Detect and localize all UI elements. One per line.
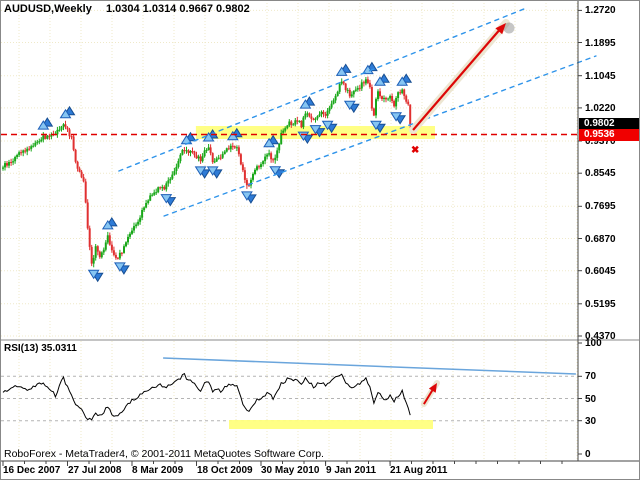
price-tick-label: 0.4370 (585, 331, 616, 342)
rsi-forecast-arrow[interactable] (420, 380, 440, 408)
support-price-box: 0.9536 (579, 129, 639, 141)
rsi-tick-label: 70 (585, 371, 597, 382)
channel-upper-trendline[interactable] (118, 8, 525, 172)
price-tick-label: 0.5195 (585, 299, 616, 310)
rsi-tick-label: 30 (585, 416, 597, 427)
ohlc-readout: 1.0304 1.0314 0.9667 0.9802 (105, 3, 250, 15)
price-tick-label: 0.8545 (585, 168, 616, 179)
chart-title: AUDUSD,Weekly 1.0304 1.0314 0.9667 0.980… (4, 4, 250, 15)
rsi-tick-label: 0 (585, 449, 591, 460)
rsi-line (2, 372, 411, 421)
rsi-trendline[interactable] (163, 357, 576, 375)
bid-price-box: 0.9802 (579, 118, 639, 130)
price-tick-label: 0.9370 (585, 136, 616, 147)
date-tick-label: 8 Mar 2009 (132, 465, 184, 476)
symbol-period-label: AUDUSD,Weekly (4, 3, 92, 15)
date-tick-label: 27 Jul 2008 (68, 465, 122, 476)
forecast-arrow[interactable] (409, 18, 515, 135)
rsi-tick-label: 100 (585, 338, 602, 349)
price-tick-label: 1.0220 (585, 103, 616, 114)
date-tick-label: 9 Jan 2011 (326, 465, 377, 476)
price-tick-label: 0.6045 (585, 266, 616, 277)
rsi-indicator-label: RSI(13) 35.0311 (4, 343, 77, 354)
price-tick-label: 1.1045 (585, 71, 616, 82)
date-tick-label: 30 May 2010 (261, 465, 320, 476)
price-tick-label: 1.2720 (585, 5, 616, 16)
price-tick-label: 0.6870 (585, 234, 616, 245)
price-tick-label: 0.7695 (585, 201, 616, 212)
candlestick-series (2, 76, 412, 268)
rejection-cross-icon[interactable]: ✖ (411, 145, 420, 156)
fractal-markers (37, 61, 413, 283)
date-tick-label: 21 Aug 2011 (390, 465, 448, 476)
rsi-support-zone-highlight[interactable] (229, 420, 433, 429)
date-tick-label: 16 Dec 2007 (3, 465, 61, 476)
date-tick-label: 18 Oct 2009 (197, 465, 253, 476)
rsi-tick-label: 50 (585, 394, 597, 405)
copyright-label: RoboForex - MetaTrader4, © 2001-2011 Met… (4, 448, 324, 460)
price-tick-label: 1.1895 (585, 38, 616, 49)
